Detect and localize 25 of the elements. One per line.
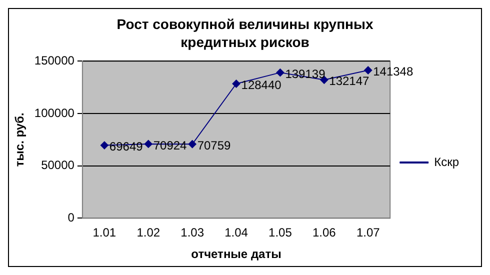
x-tick-label: 1.06 — [312, 226, 336, 240]
chart-title: Рост совокупной величины крупных кредитных рисков — [116, 15, 374, 51]
x-tick-label: 1.05 — [268, 226, 292, 240]
y-tick-label: 150000 — [34, 54, 75, 68]
x-tick-label: 1.02 — [136, 226, 160, 240]
x-axis-title: отчетные даты — [191, 247, 282, 262]
data-label: 70759 — [197, 138, 232, 152]
data-label: 132147 — [329, 74, 370, 88]
point — [276, 68, 284, 77]
x-tick-label: 1.04 — [224, 226, 248, 240]
x-tick-label: 1.03 — [180, 226, 204, 240]
y-tick-label: 100000 — [34, 106, 75, 120]
y-tick-label: 0 — [68, 210, 75, 225]
point — [364, 66, 372, 74]
point — [232, 80, 240, 88]
y-tick-label: 50000 — [41, 158, 75, 172]
x-tick-label: 1.07 — [356, 226, 380, 240]
data-label: 128440 — [241, 78, 282, 92]
legend-label: Кскр — [434, 154, 460, 169]
data-label: 141348 — [373, 64, 414, 79]
y-axis-title: тыс. руб. — [12, 112, 27, 167]
x-tick-label: 1.01 — [92, 226, 116, 240]
point — [100, 141, 108, 150]
point — [144, 140, 152, 148]
point — [188, 140, 196, 148]
